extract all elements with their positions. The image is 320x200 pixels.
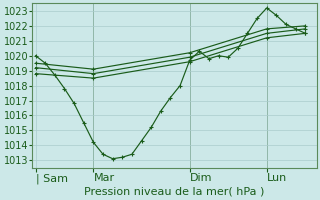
X-axis label: Pression niveau de la mer( hPa ): Pression niveau de la mer( hPa )	[84, 187, 265, 197]
